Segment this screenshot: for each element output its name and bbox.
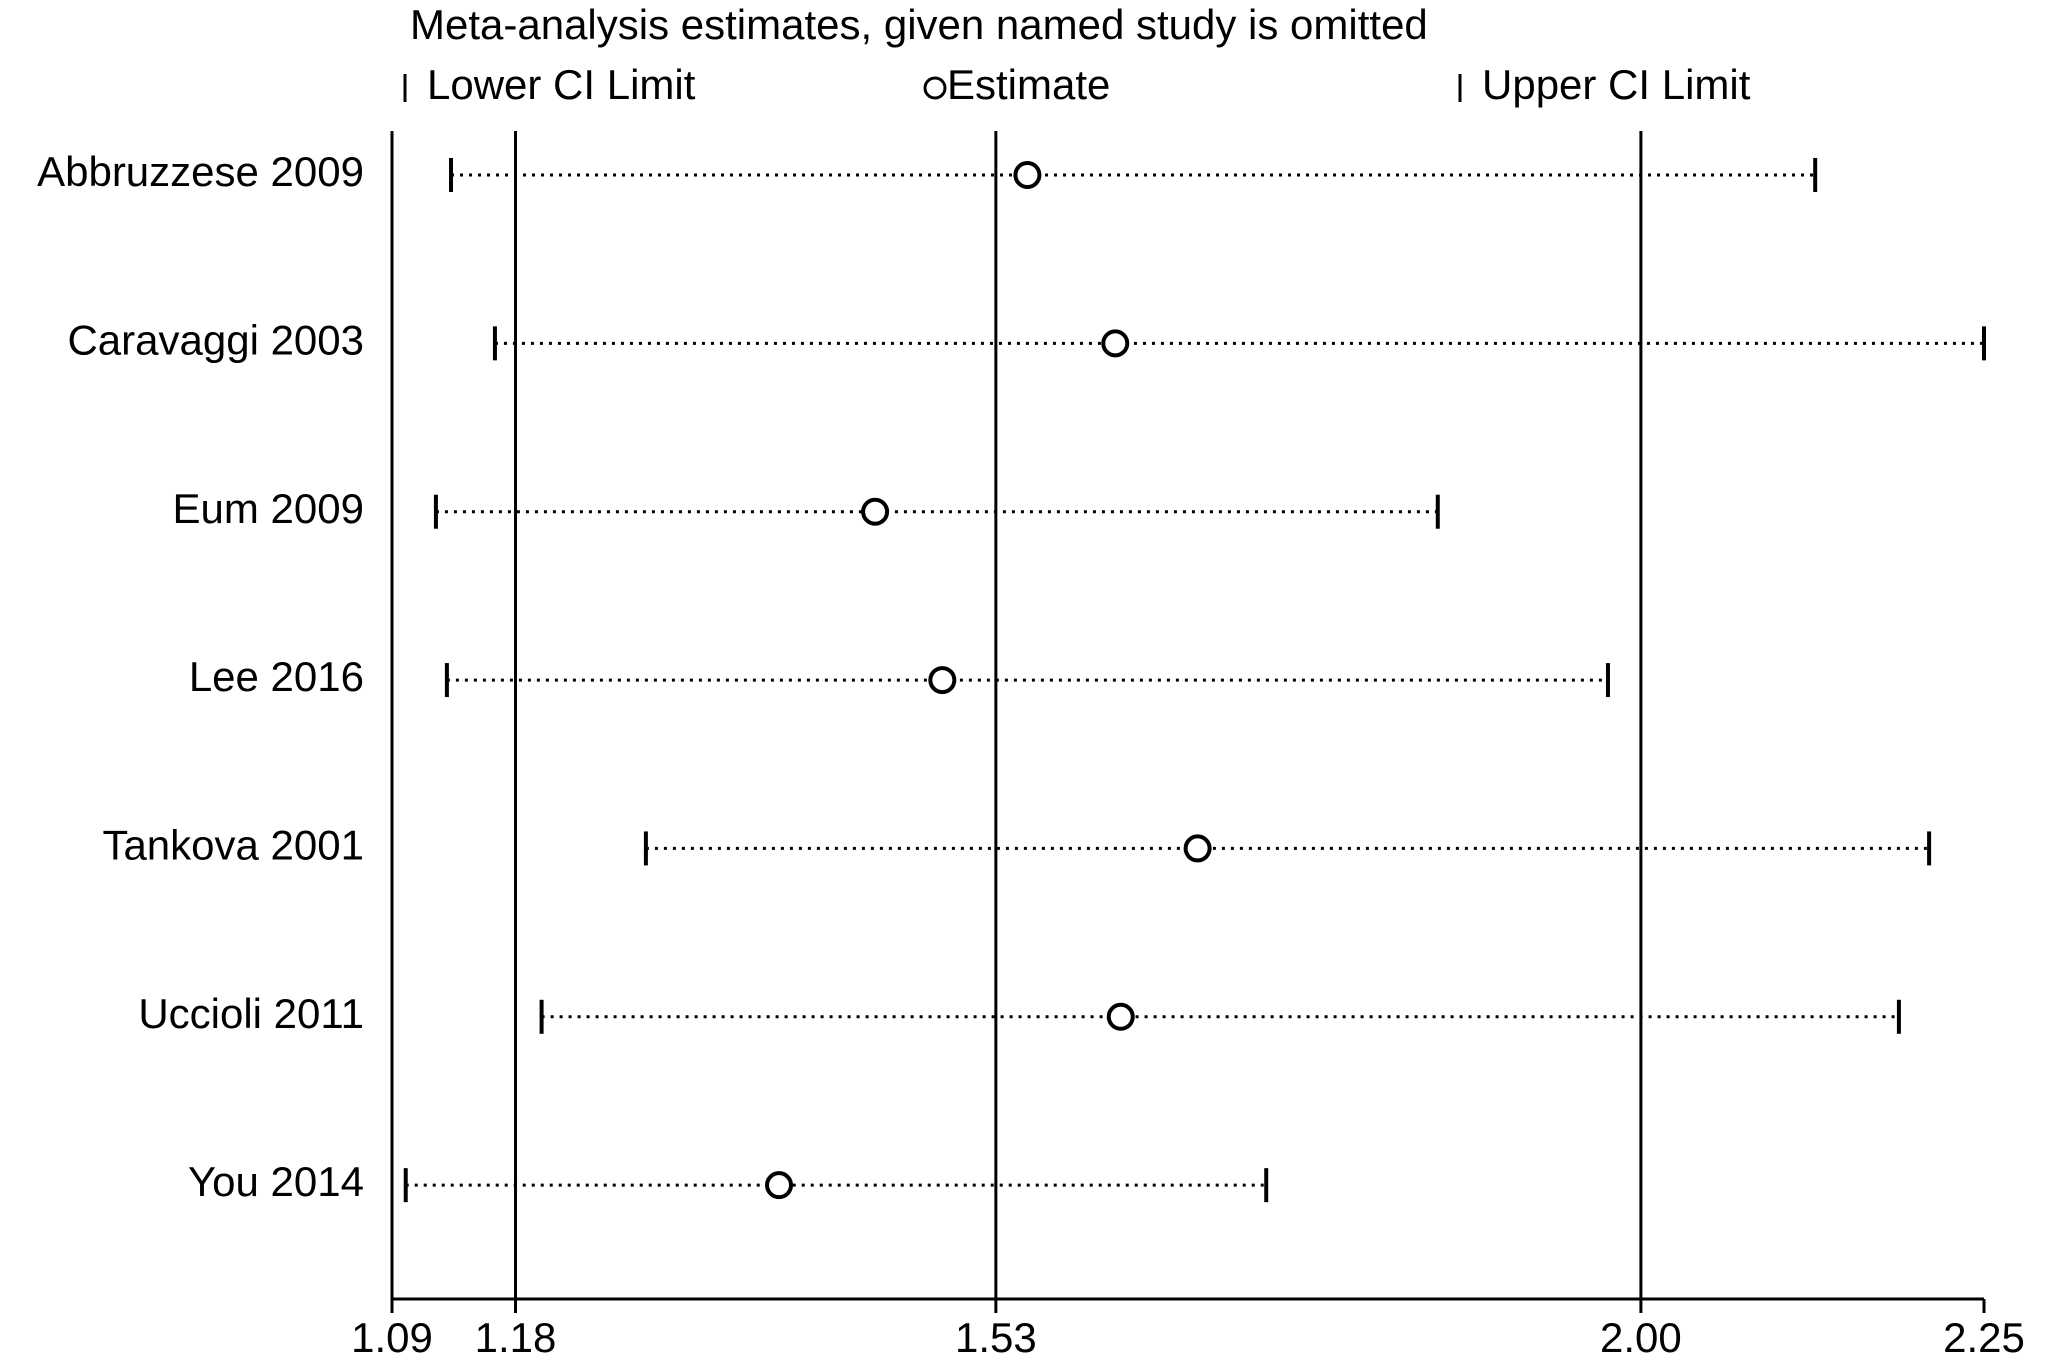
x-tick-label: 1.18 xyxy=(475,1314,557,1361)
y-tick-label: Abbruzzese 2009 xyxy=(37,148,364,195)
y-tick-label: Caravaggi 2003 xyxy=(67,316,364,363)
estimate xyxy=(1183,834,1212,863)
y-tick-label: Uccioli 2011 xyxy=(138,990,364,1037)
estimate xyxy=(765,1171,794,1200)
y-tick-label: Eum 2009 xyxy=(173,485,364,532)
legend-label: Estimate xyxy=(947,61,1110,108)
legend-label: Lower CI Limit xyxy=(427,61,696,108)
x-tick-label: 1.09 xyxy=(351,1314,433,1361)
estimate xyxy=(1101,329,1130,358)
y-tick-label: Lee 2016 xyxy=(189,653,364,700)
x-tick-label: 2.25 xyxy=(1943,1314,2025,1361)
estimate xyxy=(861,497,890,526)
estimate xyxy=(1106,1002,1135,1031)
legend-symbol xyxy=(923,76,947,100)
estimate xyxy=(928,666,957,695)
estimate xyxy=(1013,161,1042,189)
y-tick-label: Tankova 2001 xyxy=(102,822,364,869)
chart-title: Meta-analysis estimates, given named stu… xyxy=(410,1,1428,48)
x-tick-label: 1.53 xyxy=(955,1314,1037,1361)
legend-label: Upper CI Limit xyxy=(1482,61,1751,108)
y-tick-label: You 2014 xyxy=(188,1158,364,1205)
x-tick-label: 2.00 xyxy=(1600,1314,1682,1361)
